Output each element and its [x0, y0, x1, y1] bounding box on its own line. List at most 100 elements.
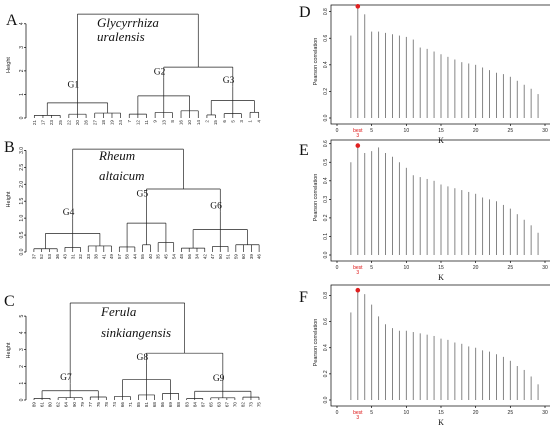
leaf-label: 21 — [32, 120, 37, 126]
leaf-label: 25 — [58, 120, 63, 126]
leaf-label: 61 — [40, 402, 45, 408]
y-axis-label: Height — [6, 342, 12, 358]
leaf-label: 31 — [70, 254, 75, 260]
best-k-value: 3 — [356, 415, 359, 421]
group-label: G8 — [137, 353, 149, 363]
y-tick-label: 1 — [19, 93, 25, 96]
leaf-label: 58 — [125, 254, 130, 260]
best-k-label: best — [353, 128, 363, 134]
y-tick-label: 2 — [19, 365, 25, 368]
y-axis-label: Pearson correlation — [313, 38, 319, 86]
leaf-label: 40 — [148, 254, 153, 260]
leaf-label: 51 — [226, 254, 231, 260]
leaf-label: 20 — [75, 120, 80, 126]
x-axis-label: K — [438, 418, 444, 427]
leaf-label: 49 — [109, 254, 114, 260]
x-tick-label: 10 — [404, 128, 410, 134]
leaf-label: 76 — [96, 402, 101, 408]
panel-letter: C — [4, 293, 15, 310]
y-tick-label: 0.8 — [323, 8, 329, 15]
y-tick-label: 3 — [19, 46, 25, 49]
leaf-label: 74 — [112, 402, 117, 408]
x-tick-label: 0 — [336, 128, 339, 134]
leaf-label: 35 — [156, 254, 161, 260]
panel-letter: E — [299, 142, 309, 159]
leaf-label: 17 — [41, 120, 46, 126]
leaf-label: 45 — [164, 254, 169, 260]
species-name: Rheum — [98, 148, 135, 163]
leaf-label: 9 — [153, 120, 158, 123]
x-tick-label: 0 — [336, 265, 339, 271]
leaf-label: 78 — [104, 402, 109, 408]
y-tick-label: 3 — [19, 348, 25, 351]
leaf-label: 24 — [118, 120, 123, 126]
leaf-label: 56 — [187, 254, 192, 260]
y-tick-label: 0.2 — [323, 88, 329, 95]
leaf-label: 23 — [49, 120, 54, 126]
best-k-value: 3 — [356, 270, 359, 276]
x-tick-label: 30 — [542, 128, 548, 134]
y-tick-label: 1 — [19, 382, 25, 385]
leaf-label: 81 — [144, 402, 149, 408]
species-name: uralensis — [97, 29, 145, 44]
leaf-label: 46 — [257, 254, 262, 260]
leaf-label: 70 — [232, 402, 237, 408]
panel-letter: A — [6, 12, 18, 29]
leaf-label: 5 — [230, 120, 235, 123]
leaf-label: 85 — [136, 402, 141, 408]
leaf-label: 65 — [208, 402, 213, 408]
x-tick-label: 30 — [542, 265, 548, 271]
y-axis-label: Pearson correlation — [313, 319, 319, 367]
leaf-label: 7 — [127, 120, 132, 123]
leaf-label: 3 — [239, 120, 244, 123]
y-tick-label: 0.8 — [323, 292, 329, 299]
leaf-label: 39 — [249, 254, 254, 260]
leaf-label: 36 — [55, 254, 60, 260]
leaf-label: 48 — [179, 254, 184, 260]
leaf-label: 75 — [257, 402, 262, 408]
y-tick-label: 0.4 — [323, 177, 329, 184]
leaf-label: 68 — [152, 402, 157, 408]
leaf-label: 1 — [248, 120, 253, 123]
y-tick-label: 0.4 — [323, 344, 329, 351]
leaf-label: 63 — [216, 402, 221, 408]
species-name: Glycyrrhiza — [97, 15, 159, 30]
leaf-label: 62 — [56, 402, 61, 408]
leaf-label: 89 — [32, 402, 37, 408]
leaf-label: 57 — [117, 254, 122, 260]
leaf-label: 88 — [176, 402, 181, 408]
y-tick-label: 0.4 — [323, 61, 329, 68]
panel-letter: F — [299, 289, 308, 306]
leaf-label: 2 — [205, 120, 210, 123]
y-tick-label: 3.0 — [19, 147, 25, 154]
leaf-label: 53 — [47, 254, 52, 260]
leaf-label: 90 — [72, 402, 77, 408]
leaf-label: 42 — [202, 254, 207, 260]
group-label: G4 — [63, 208, 75, 218]
best-k-value: 3 — [356, 133, 359, 139]
leaf-label: 83 — [184, 402, 189, 408]
best-k-label: best — [353, 265, 363, 271]
best-k-label: best — [353, 410, 363, 416]
x-tick-label: 20 — [473, 128, 479, 134]
leaf-label: 38 — [94, 254, 99, 260]
panel-letter: D — [299, 4, 311, 21]
y-tick-label: 5 — [19, 314, 25, 317]
y-tick-label: 2 — [19, 69, 25, 72]
leaf-label: 33 — [86, 254, 91, 260]
x-tick-label: 5 — [370, 128, 373, 134]
group-label: G6 — [210, 201, 222, 211]
leaf-label: 87 — [200, 402, 205, 408]
y-tick-label: 0 — [19, 116, 25, 119]
leaf-label: 15 — [213, 120, 218, 126]
y-tick-label: 0.0 — [19, 248, 25, 255]
species-name: altaicum — [99, 168, 145, 183]
leaf-label: 84 — [192, 402, 197, 408]
leaf-label: 66 — [120, 402, 125, 408]
species-name: sinkiangensis — [101, 325, 171, 340]
x-tick-label: 20 — [473, 410, 479, 416]
y-tick-label: 0.6 — [323, 35, 329, 42]
x-tick-label: 15 — [438, 128, 444, 134]
